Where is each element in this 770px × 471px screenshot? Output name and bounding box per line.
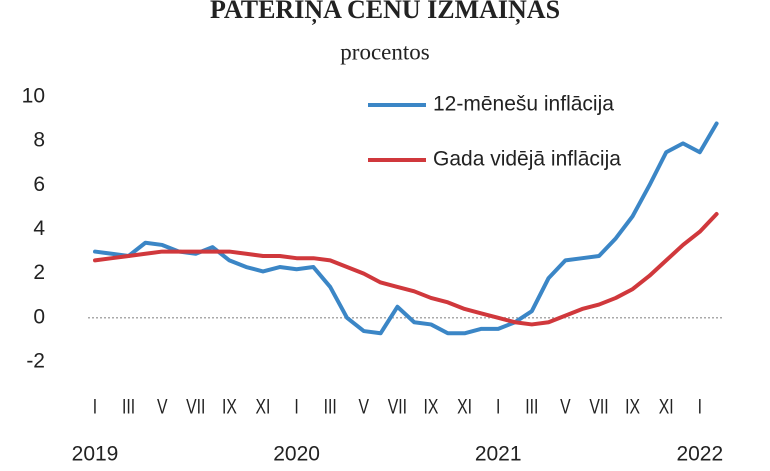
chart-subtitle: procentos: [340, 39, 429, 64]
x-tick-label: III: [122, 394, 135, 418]
chart-title: PATĒRIŅA CENU IZMAIŅAS: [210, 0, 560, 25]
y-tick-label: 4: [33, 217, 45, 240]
series-line: [93, 121, 719, 336]
x-tick-label: VII: [186, 394, 205, 418]
y-tick-label: 6: [33, 173, 45, 196]
x-tick-label: XI: [256, 394, 271, 418]
x-tick-label: I: [294, 394, 298, 418]
y-tick-label: 2: [33, 261, 45, 284]
x-tick-label: IX: [424, 394, 439, 418]
x-tick-label: III: [525, 394, 538, 418]
x-tick-label: V: [157, 394, 168, 418]
legend-label: 12-mēnešu inflācija: [433, 93, 614, 116]
legend-label: Gada vidējā inflācija: [433, 148, 621, 171]
x-tick-label: IX: [625, 394, 640, 418]
x-tick-label: VII: [589, 394, 608, 418]
year-label: 2021: [475, 443, 522, 466]
x-tick-label: VII: [388, 394, 407, 418]
x-tick-label: V: [359, 394, 370, 418]
x-tick-label: V: [560, 394, 571, 418]
x-tick-label: XI: [659, 394, 674, 418]
year-label: 2020: [273, 443, 320, 466]
x-tick-label: I: [496, 394, 500, 418]
x-tick-label: I: [93, 394, 97, 418]
x-tick-label: III: [324, 394, 337, 418]
x-tick-label: I: [698, 394, 702, 418]
series-line: [93, 212, 719, 327]
year-label: 2022: [676, 443, 723, 466]
year-label: 2019: [72, 443, 119, 466]
y-tick-label: 10: [22, 85, 45, 108]
x-tick-label: IX: [222, 394, 237, 418]
y-tick-label: 0: [33, 305, 45, 328]
x-tick-label: XI: [457, 394, 472, 418]
y-tick-label: 8: [33, 129, 45, 152]
y-tick-label: -2: [26, 350, 45, 373]
